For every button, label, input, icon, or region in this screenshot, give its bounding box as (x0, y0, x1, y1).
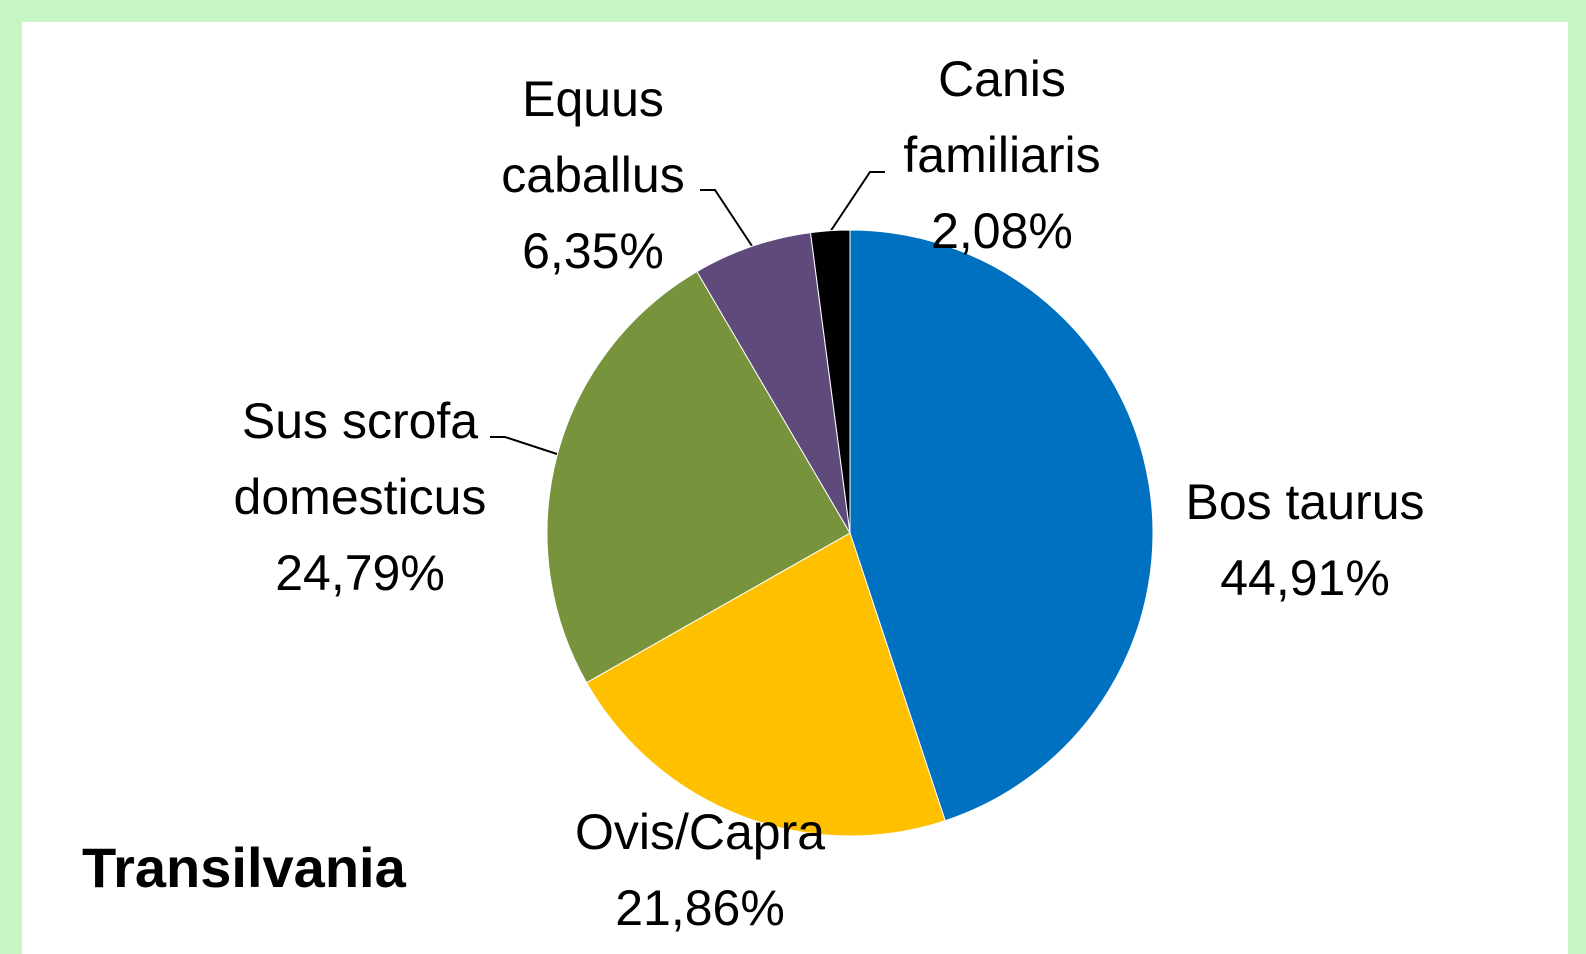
leader-line (829, 171, 885, 233)
value-label: 21,86% (615, 880, 785, 936)
slice-label: Bos taurus 44,91% (1145, 464, 1465, 616)
value-label: 6,35% (522, 223, 664, 279)
slice-label: Ovis/Capra 21,86% (530, 794, 870, 946)
value-label: 44,91% (1220, 550, 1390, 606)
slice-label: Sus scrofa domesticus 24,79% (190, 383, 530, 611)
chart-title: Transilvania (82, 836, 406, 899)
category-label: Bos taurus (1185, 474, 1425, 530)
pie-slice (809, 229, 851, 534)
category-label: Ovis/Capra (574, 804, 826, 860)
leader-line (490, 436, 561, 456)
leader-line (700, 189, 753, 247)
value-label: 2,08% (931, 203, 1073, 259)
pie-slice (696, 232, 851, 534)
slice-label: Equus caballus 6,35% (468, 61, 718, 289)
category-label: Canis familiaris (903, 51, 1101, 183)
category-label: Sus scrofa domesticus (233, 393, 487, 525)
slice-label: Canis familiaris 2,08% (867, 41, 1137, 269)
pie-slice (546, 270, 851, 684)
pie-slice (585, 532, 946, 837)
value-label: 24,79% (275, 545, 445, 601)
category-label: Equus caballus (501, 71, 685, 203)
pie-slice (849, 229, 1154, 822)
